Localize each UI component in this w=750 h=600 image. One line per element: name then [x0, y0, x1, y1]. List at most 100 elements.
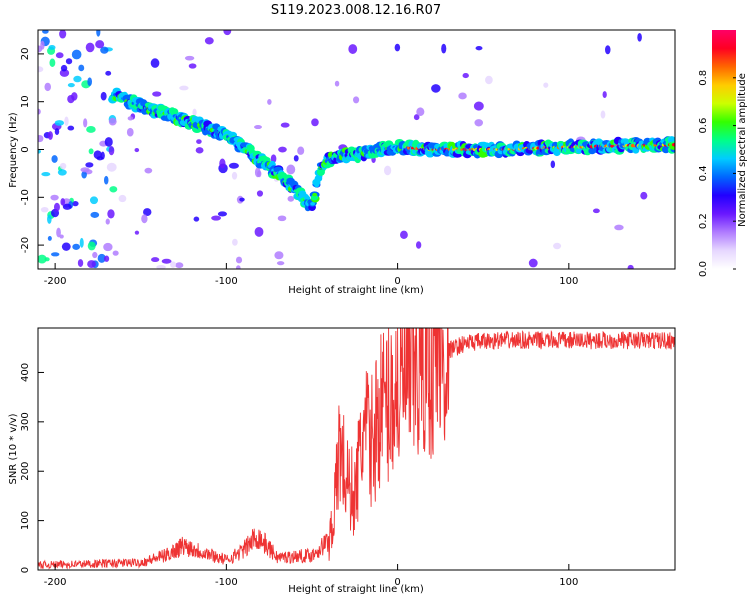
- spectrogram-noise-blob: [56, 227, 61, 238]
- colorbar: 0.0 0.2 0.4 0.6 0.8 Normalized spectral ampl…: [698, 30, 748, 277]
- spectrogram-noise-blob: [64, 116, 69, 126]
- spectrogram-noise-blob: [90, 211, 100, 218]
- spectrogram-noise-blob: [196, 139, 202, 144]
- snr-x-tick-label: -100: [215, 577, 238, 588]
- colorbar-tick-label: 0.4: [698, 165, 709, 181]
- spectrogram-noise-blob: [97, 253, 106, 263]
- spectrogram-ridge-blob: [575, 148, 583, 154]
- spectrogram-noise-blob: [485, 75, 493, 85]
- spectrogram-y-tick-label: -20: [20, 237, 31, 253]
- spectrogram-noise-blob: [80, 167, 90, 173]
- snr-panel: -200 -100 0 100 0 100 200 300 400 Height of str…: [8, 327, 676, 595]
- spectrogram-noise-blob: [134, 230, 140, 235]
- spectrogram-noise-blob: [38, 66, 44, 73]
- spectrogram-noise-blob: [60, 64, 68, 72]
- spectrogram-noise-blob: [89, 196, 99, 205]
- spectrogram-noise-blob: [431, 84, 441, 93]
- spectrogram-noise-blob: [55, 52, 64, 59]
- spectrogram-noise-blob: [143, 208, 152, 217]
- spectrogram-noise-blob: [204, 37, 214, 45]
- spectrogram-noise-blob: [59, 30, 67, 39]
- spectrogram-noise-blob: [106, 162, 117, 172]
- spectrogram-cells: [38, 30, 675, 269]
- spectrogram-noise-blob: [278, 146, 287, 153]
- spectrogram-noise-blob: [287, 195, 295, 202]
- spectrogram-noise-blob: [72, 201, 79, 207]
- spectrogram-y-tick-label: -10: [20, 189, 31, 205]
- colorbar-tick-label: 0.6: [698, 118, 709, 134]
- spectrogram-noise-blob: [161, 258, 172, 264]
- spectrogram-noise-blob: [441, 43, 447, 54]
- spectrogram-noise-blob: [104, 255, 110, 262]
- spectrogram-noise-blob: [85, 162, 94, 168]
- spectrogram-noise-blob: [96, 30, 101, 37]
- snr-frame: [37, 327, 676, 571]
- spectrogram-noise-blob: [543, 82, 549, 88]
- spectrogram-noise-blob: [103, 242, 113, 252]
- spectrogram-noise-blob: [47, 131, 53, 140]
- spectrogram-noise-blob: [100, 46, 109, 54]
- spectrogram-noise-blob: [394, 43, 401, 52]
- spectrogram-noise-blob: [62, 203, 72, 210]
- spectrogram-noise-blob: [600, 110, 606, 119]
- spectrogram-noise-blob: [383, 165, 392, 176]
- spectrogram-noise-blob: [144, 167, 153, 174]
- spectrogram-ridge-core: [671, 142, 675, 147]
- spectrogram-noise-blob: [235, 256, 243, 264]
- spectrogram-ridge-blob: [170, 108, 179, 116]
- spectrogram-noise-blob: [179, 85, 189, 91]
- spectrogram-noise-blob: [192, 108, 197, 117]
- spectrogram-ridge-blob: [310, 194, 319, 201]
- spectrogram-noise-blob: [87, 241, 96, 251]
- spectrogram-noise-blob: [86, 126, 96, 133]
- spectrogram-noise-blob: [109, 186, 118, 193]
- snr-y-tick-label: 200: [20, 462, 31, 481]
- spectrogram-noise-blob: [127, 116, 134, 121]
- snr-y-tick-label: 100: [20, 511, 31, 530]
- colorbar-label: Normalized spectral amplitude: [737, 73, 748, 227]
- spectrogram-noise-blob: [236, 265, 241, 269]
- spectrogram-noise-blob: [67, 83, 75, 88]
- spectrogram-noise-blob: [592, 208, 600, 214]
- spectrogram-noise-blob: [61, 242, 71, 251]
- spectrogram-noise-blob: [100, 91, 107, 101]
- snr-y-label: SNR (10 * v/v): [8, 413, 19, 484]
- spectrogram-noise-blob: [65, 58, 73, 65]
- spectrogram-noise-blob: [193, 216, 200, 222]
- spectrogram-noise-blob: [602, 91, 607, 98]
- spectrogram-noise-blob: [40, 40, 45, 50]
- snr-x-tick-label: -200: [44, 577, 67, 588]
- spectrogram-noise-blob: [223, 30, 232, 36]
- spectrogram-noise-blob: [81, 170, 87, 179]
- spectrogram-noise-blob: [462, 73, 469, 79]
- spectrogram-noise-blob: [415, 241, 422, 249]
- spectrogram-noise-blob: [276, 261, 285, 266]
- spectrogram-noise-blob: [118, 194, 127, 203]
- spectrogram-noise-blob: [88, 148, 94, 155]
- spectrogram-noise-blob: [44, 82, 52, 92]
- spectrogram-noise-blob: [274, 251, 284, 260]
- snr-y-tick-label: 400: [20, 363, 31, 382]
- spectrogram-noise-blob: [67, 94, 75, 104]
- spectrogram-y-tick-label: 10: [20, 95, 31, 108]
- spectrogram-noise-blob: [270, 154, 277, 164]
- spectrogram-y-tick-label: 20: [20, 48, 31, 61]
- spectrogram-noise-blob: [48, 44, 56, 50]
- spectrogram-noise-blob: [40, 206, 49, 213]
- spectrogram-noise-blob: [473, 101, 484, 111]
- spectrogram-noise-blob: [59, 234, 64, 239]
- spectrogram-noise-blob: [256, 190, 264, 197]
- colorbar-tick-label: 0.2: [698, 213, 709, 229]
- spectrogram-noise-blob: [280, 122, 290, 128]
- spectrogram-noise-blob: [474, 119, 484, 127]
- spectrogram-noise-blob: [352, 96, 360, 104]
- spectrogram-noise-blob: [605, 45, 611, 55]
- spectrogram-noise-blob: [231, 171, 238, 180]
- spectrogram-noise-blob: [293, 155, 299, 162]
- spectrogram-noise-blob: [67, 125, 75, 131]
- spectrogram-noise-blob: [51, 155, 58, 163]
- spectrogram-noise-blob: [416, 107, 425, 117]
- spectrogram-noise-blob: [108, 145, 115, 156]
- spectrogram-noise-blob: [87, 260, 96, 269]
- spectrogram-noise-blob: [254, 125, 262, 130]
